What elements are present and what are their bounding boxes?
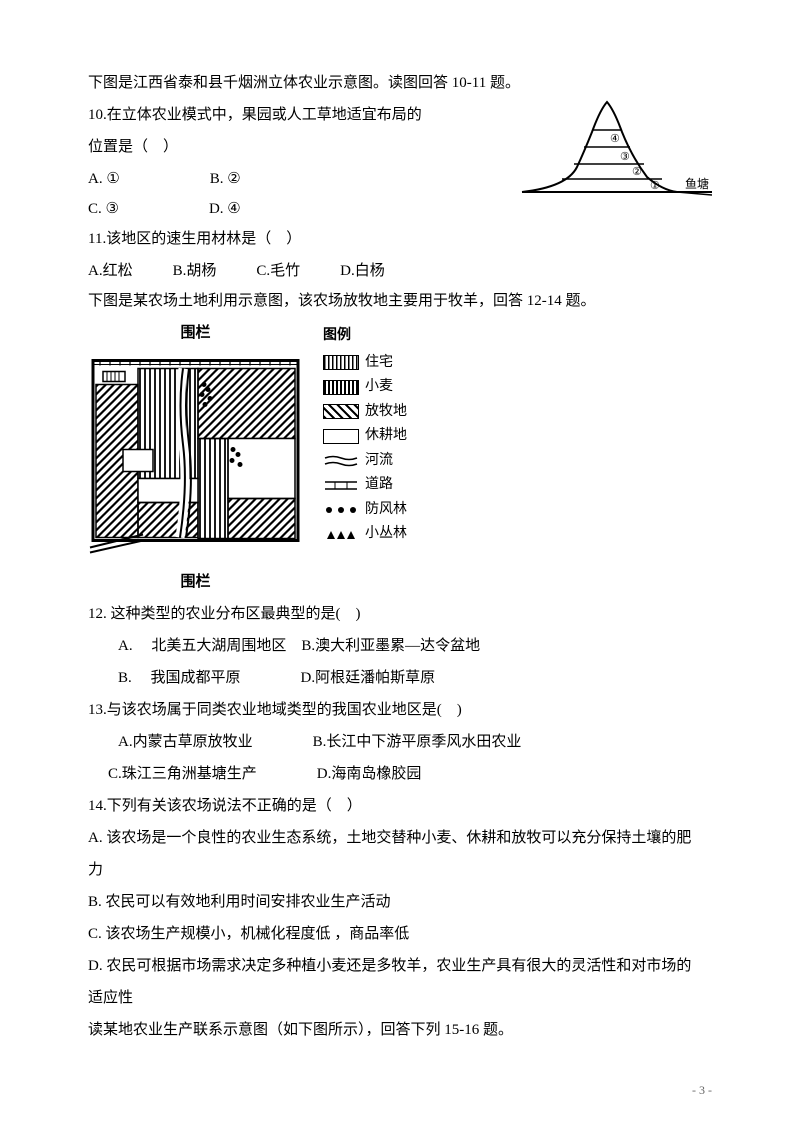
farm-diagram-container: 围栏 bbox=[88, 324, 303, 591]
q11-option-b: B.胡杨 bbox=[173, 256, 217, 286]
q14-option-b: B. 农民可以有效地利用时间安排农业生产活动 bbox=[88, 887, 712, 917]
page-number: - 3 - bbox=[692, 1078, 712, 1102]
q10-option-b: B. ② bbox=[210, 164, 241, 194]
farm-bottom-label: 围栏 bbox=[88, 573, 303, 591]
farm-map bbox=[88, 342, 303, 562]
q11-option-a: A.红松 bbox=[88, 256, 133, 286]
q12-option-a: A. 北美五大湖周围地区 bbox=[118, 638, 286, 654]
legend-title: 图例 bbox=[323, 324, 407, 349]
farm-top-label: 围栏 bbox=[88, 324, 303, 342]
legend-item: 河流 bbox=[323, 449, 407, 474]
hill-label-2: ② bbox=[632, 166, 642, 178]
legend-label: 住宅 bbox=[365, 351, 393, 376]
q13-row-1: A.内蒙古草原放牧业 B.长江中下游平原季风水田农业 bbox=[88, 727, 712, 757]
q13-option-a: A.内蒙古草原放牧业 bbox=[118, 734, 253, 750]
pond-label: 鱼塘 bbox=[685, 176, 709, 191]
q12-option-c: B. 我国成都平原 bbox=[118, 670, 241, 686]
legend-label: 防风林 bbox=[365, 498, 407, 523]
q14-option-a: A. 该农场是一个良性的农业生态系统，土地交替种小麦、休耕和放牧可以充分保持土壤… bbox=[88, 823, 712, 853]
q13-row-2: C.珠江三角洲基塘生产 D.海南岛橡胶园 bbox=[88, 759, 712, 789]
legend-item: 住宅 bbox=[323, 351, 407, 376]
hill-label-3: ③ bbox=[620, 151, 630, 163]
legend-item: 小麦 bbox=[323, 375, 407, 400]
q14-option-a2: 力 bbox=[88, 855, 712, 885]
q14-option-d: D. 农民可根据市场需求决定多种植小麦还是多牧羊，农业生产具有很大的灵活性和对市… bbox=[88, 951, 712, 981]
q13-option-c: C.珠江三角洲基塘生产 bbox=[108, 766, 257, 782]
q10-option-a: A. ① bbox=[88, 164, 120, 194]
q12-stem: 12. 这种类型的农业分布区最典型的是( ) bbox=[88, 599, 712, 629]
hill-diagram: ① ② ③ ④ 鱼塘 bbox=[512, 92, 712, 202]
q11-option-d: D.白杨 bbox=[340, 256, 385, 286]
hill-label-4: ④ bbox=[610, 133, 620, 145]
q13-option-b: B.长江中下游平原季风水田农业 bbox=[313, 734, 522, 750]
q14-stem: 14.下列有关该农场说法不正确的是（ ） bbox=[88, 791, 712, 821]
q12-row-1: A. 北美五大湖周围地区 B.澳大利亚墨累—达令盆地 bbox=[88, 631, 712, 661]
intro-text-2: 下图是某农场土地利用示意图，该农场放牧地主要用于牧羊，回答 12-14 题。 bbox=[88, 286, 712, 316]
legend-item: 放牧地 bbox=[323, 400, 407, 425]
hill-label-1: ① bbox=[650, 180, 660, 192]
q13-option-d: D.海南岛橡胶园 bbox=[317, 766, 422, 782]
legend-label: 休耕地 bbox=[365, 424, 407, 449]
q14-option-d2: 适应性 bbox=[88, 983, 712, 1013]
q11-option-c: C.毛竹 bbox=[256, 256, 300, 286]
legend-label: 放牧地 bbox=[365, 400, 407, 425]
q10-option-c: C. ③ bbox=[88, 194, 119, 224]
legend-label: 小麦 bbox=[365, 375, 393, 400]
intro-text-3: 读某地农业生产联系示意图（如下图所示），回答下列 15-16 题。 bbox=[88, 1015, 712, 1045]
q13-stem: 13.与该农场属于同类农业地域类型的我国农业地区是( ) bbox=[88, 695, 712, 725]
legend-item: 防风林 bbox=[323, 498, 407, 523]
legend-block: 图例 住宅 小麦 放牧地 休耕地 河流 道路 防风林 小丛林 bbox=[323, 324, 407, 547]
q11-stem: 11.该地区的速生用材林是（ ） bbox=[88, 224, 712, 254]
legend-item: 道路 bbox=[323, 473, 407, 498]
legend-item: 小丛林 bbox=[323, 522, 407, 547]
legend-label: 河流 bbox=[365, 449, 393, 474]
q14-option-c: C. 该农场生产规模小，机械化程度低 ，商品率低 bbox=[88, 919, 712, 949]
legend-label: 道路 bbox=[365, 473, 393, 498]
q10-option-d: D. ④ bbox=[209, 194, 241, 224]
q12-option-b: B.澳大利亚墨累—达令盆地 bbox=[301, 638, 480, 654]
legend-label: 小丛林 bbox=[365, 522, 407, 547]
q12-option-d: D.阿根廷潘帕斯草原 bbox=[301, 670, 436, 686]
q12-row-2: B. 我国成都平原 D.阿根廷潘帕斯草原 bbox=[88, 663, 712, 693]
legend-item: 休耕地 bbox=[323, 424, 407, 449]
